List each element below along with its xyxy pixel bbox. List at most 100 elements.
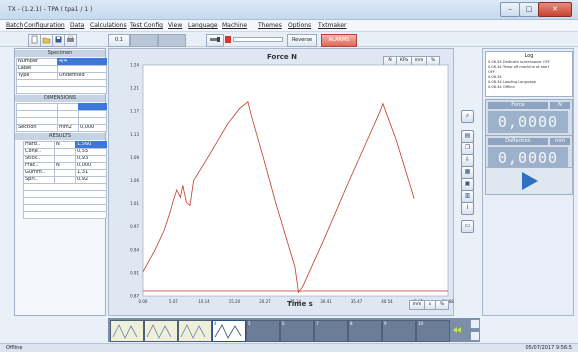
y-tick-label: 0.91: [130, 270, 139, 275]
thumbnail-3[interactable]: 3: [178, 320, 212, 342]
start-test-button[interactable]: [485, 167, 573, 195]
x-axis-label: Time s: [287, 300, 313, 308]
force-display-unit: N: [550, 102, 570, 109]
x-tick-label: 5.07: [169, 299, 178, 304]
magnifier-icon: ⌕: [465, 112, 470, 119]
thumbnail-7[interactable]: 7: [314, 320, 348, 342]
y-tick-label: 0.97: [130, 224, 139, 229]
double-arrow-icon: [453, 327, 461, 333]
minimize-button[interactable]: –: [500, 2, 520, 17]
menu-test-config[interactable]: Test Config: [130, 22, 163, 29]
menu-txtmaker[interactable]: Txtmaker: [318, 22, 347, 29]
maximize-button[interactable]: □: [519, 2, 539, 17]
y-tick-label: 1.24: [130, 63, 139, 68]
scroll-up-button[interactable]: [470, 319, 480, 329]
force-display-value: 0,0000: [497, 113, 559, 131]
menu-batch[interactable]: Batch: [6, 22, 24, 29]
test-thumbnails: 1 2 3 4 5 6 7 8 9 10: [108, 318, 480, 342]
thumbnail-number: 1: [112, 321, 115, 326]
deflection-display-screen: 0,0000: [488, 147, 568, 169]
deflection-display-value: 0,0000: [497, 149, 559, 167]
specimen-panel: Specimen Number 4/4 Label Type Undefined…: [14, 48, 107, 316]
new-file-icon: [31, 35, 38, 44]
thumbnail-number: 7: [316, 321, 319, 326]
reverse-button[interactable]: Reverse: [287, 34, 317, 47]
section-unit: mm2: [57, 124, 80, 132]
title-bar: TX - (1.2.1) - TPA ( tpa1 / 1 ) – □ ✕: [0, 0, 578, 20]
thumbnail-number: 9: [384, 321, 387, 326]
menu-themes[interactable]: Themes: [258, 22, 282, 29]
blank-toolbar-button-1[interactable]: [130, 34, 158, 47]
thumbnail-number: 2: [146, 321, 149, 326]
date-time: 05/07/2017 9:56:5: [525, 345, 572, 351]
x-tick-label: 15.20: [229, 299, 241, 304]
thumbnail-curve: [214, 324, 242, 339]
section-value[interactable]: 0,000: [78, 124, 107, 132]
thumbnail-nav[interactable]: [452, 324, 462, 336]
play-icon: [522, 172, 538, 190]
x-tick-label: 40.54: [381, 299, 393, 304]
thumbnail-4-selected[interactable]: 4: [212, 320, 246, 342]
force-time-chart[interactable]: 0.87 0.91 0.94 0.97 1.01 1.06 1.09 1.13 1.17 1.21…: [109, 49, 455, 317]
thumbnail-2[interactable]: 2: [144, 320, 178, 342]
monitor-icon: ▭: [464, 222, 471, 229]
log-header: Log: [524, 53, 534, 59]
tool-button-8[interactable]: ▭: [461, 220, 474, 233]
force-display: Force N 0,0000: [485, 99, 573, 137]
result-empty-row: [23, 211, 107, 219]
thumbnail-8[interactable]: 8: [348, 320, 382, 342]
menu-calculations[interactable]: Calculations: [90, 22, 127, 29]
x-unit-percent-button[interactable]: %: [435, 300, 449, 310]
y-tick-label: 1.09: [130, 155, 139, 160]
section-label: Section: [16, 124, 59, 132]
menu-view[interactable]: View: [168, 22, 183, 29]
step-value-button[interactable]: 0.1: [108, 34, 130, 47]
cursor-icon: I: [466, 204, 469, 211]
dimensions-header: DIMENSIONS: [15, 95, 105, 102]
menu-bar: Batch Configuration Data Calculations Te…: [0, 20, 578, 32]
status-panel: Log 0.06.34 Dedicate screensaver OFF 0.0…: [482, 48, 574, 316]
menu-configuration[interactable]: Configuration: [24, 22, 65, 29]
x-tick-label: 30.41: [320, 299, 332, 304]
window-title: TX - (1.2.1) - TPA ( tpa1 / 1 ): [8, 6, 93, 13]
thumbnail-6[interactable]: 6: [280, 320, 314, 342]
open-folder-button[interactable]: [40, 34, 53, 47]
export-icon: ⇩: [464, 156, 471, 163]
thumbnail-1[interactable]: 1: [110, 320, 144, 342]
x-tick-label: 20.27: [259, 299, 271, 304]
x-tick-label: 25.34: [290, 299, 302, 304]
x-unit-mm-button[interactable]: mm: [409, 300, 425, 310]
folder-icon: [42, 37, 51, 44]
y-tick-label: 1.17: [130, 109, 139, 114]
scroll-down-button[interactable]: [470, 331, 480, 341]
menu-language[interactable]: Language: [188, 22, 218, 29]
chart-panel: Force N N KPa mm % 0.87 0.91 0.94 0.97 1.01 1…: [108, 48, 454, 316]
menu-options[interactable]: Options: [288, 22, 312, 29]
thumbnail-10[interactable]: 10: [416, 320, 450, 342]
plot-area: [142, 64, 449, 297]
tool-button-7[interactable]: I: [461, 202, 474, 215]
status-bar: Offline 05/07/2017 9:56:5: [0, 343, 578, 352]
print-button[interactable]: [64, 34, 77, 47]
zoom-button[interactable]: ⌕: [461, 110, 474, 123]
alarms-button[interactable]: ALARMS: [321, 34, 357, 47]
thumbnail-curve: [112, 324, 138, 339]
force-display-label: Force: [488, 102, 548, 109]
thumbnail-9[interactable]: 9: [382, 320, 416, 342]
grid-icon: ▦: [464, 168, 471, 175]
blank-toolbar-button-2[interactable]: [158, 34, 186, 47]
connection-status: Offline: [6, 345, 23, 351]
log-box[interactable]: Log 0.06.34 Dedicate screensaver OFF 0.0…: [485, 51, 573, 97]
close-button[interactable]: ✕: [538, 2, 572, 17]
log-line: 0.06.34: [488, 75, 502, 79]
log-line: 0.06.34 Temp off machine at start: [488, 65, 550, 69]
menu-data[interactable]: Data: [70, 22, 85, 29]
chart-tools: ⌕ ▤ ❐ ⇩ ▦ ▣ ▥ I ▭: [456, 108, 482, 233]
speed-bar[interactable]: [233, 37, 283, 42]
document-icon: ▤: [464, 132, 471, 139]
machine-connect-button[interactable]: [206, 34, 224, 47]
thumbnail-5[interactable]: 5: [246, 320, 280, 342]
copy-icon: ❐: [464, 144, 471, 151]
menu-machine[interactable]: Machine: [222, 22, 248, 29]
specimen-header: Specimen: [15, 50, 105, 57]
